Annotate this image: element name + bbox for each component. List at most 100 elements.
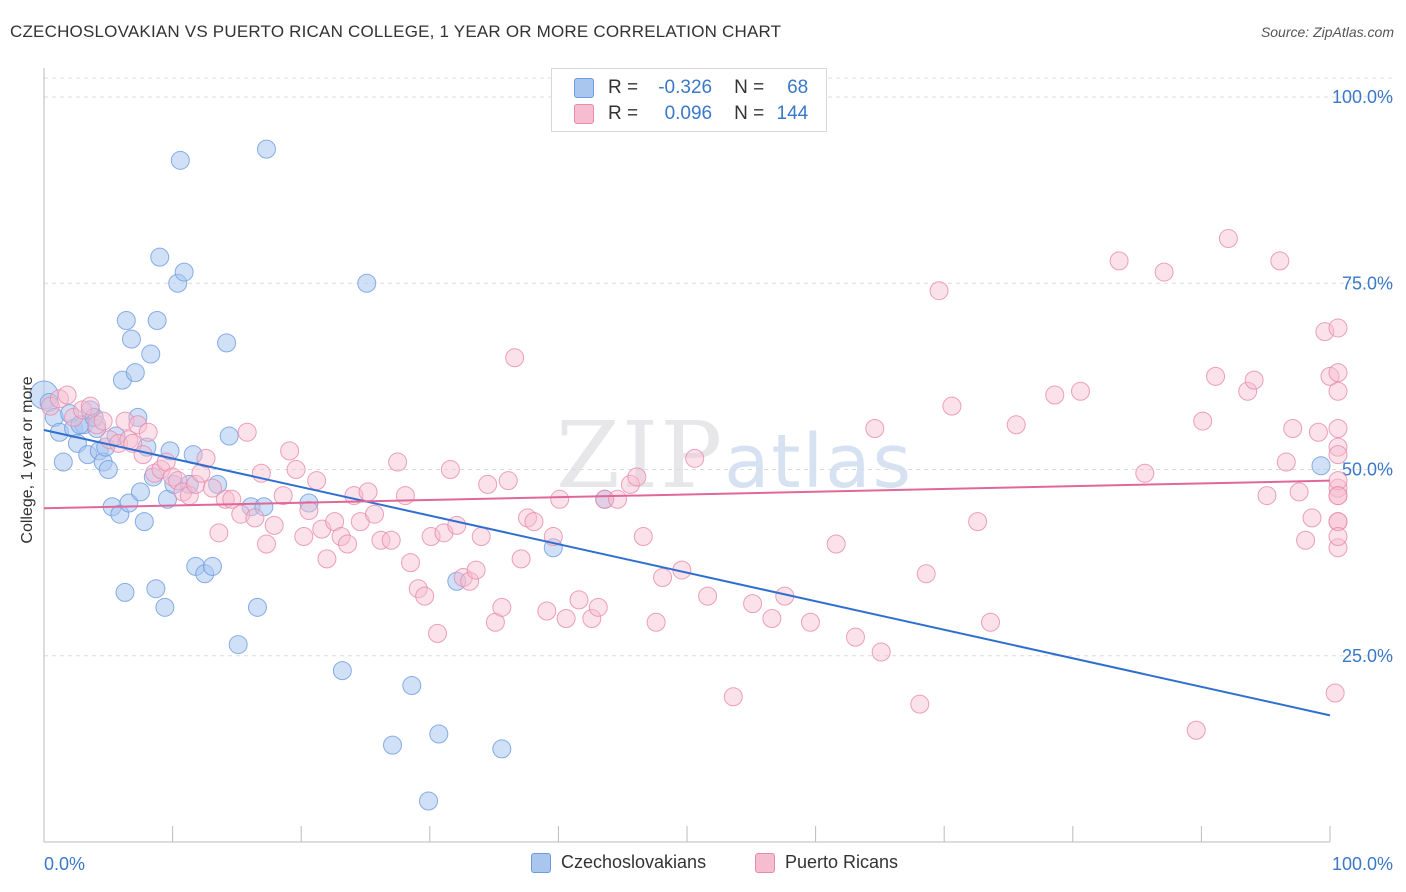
puerto-rican-point [588, 597, 608, 617]
puerto-rican-point [1193, 411, 1213, 431]
puerto-rican-point [871, 642, 891, 662]
czechoslovakian-point [256, 139, 276, 159]
puerto-rican-point [492, 597, 512, 617]
chart-title: CZECHOSLOVAKIAN VS PUERTO RICAN COLLEGE,… [10, 22, 782, 41]
puerto-rican-point [620, 474, 640, 494]
puerto-rican-point [286, 460, 306, 479]
puerto-rican-point [646, 612, 666, 632]
czechoslovakian-point [492, 739, 512, 759]
puerto-rican-point [163, 467, 183, 487]
puerto-rican-point [1244, 370, 1264, 390]
puerto-rican-point [421, 527, 441, 547]
legend-r-value: 0.096 [664, 103, 713, 124]
bottom-legend-czechoslovakians: Czechoslovakians [531, 852, 706, 873]
y-tick-label: 50.0% [1342, 460, 1393, 480]
puerto-rican-point [685, 448, 705, 468]
czechoslovakian-point [119, 493, 139, 513]
puerto-rican-point [1328, 318, 1348, 338]
czechoslovakian-point [247, 597, 267, 617]
source-label: Source: ZipAtlas.com [1260, 24, 1394, 40]
puerto-rican-point [511, 549, 531, 569]
puerto-rican-point [337, 534, 357, 554]
watermark-zip: ZIP [556, 402, 725, 509]
puerto-rican-point [256, 534, 276, 554]
y-tick-label: 75.0% [1342, 273, 1393, 293]
puerto-rican-point [518, 508, 538, 528]
puerto-rican-trend-line [43, 479, 1331, 510]
czechoslovakian-point [98, 460, 118, 479]
puerto-rican-point [1006, 415, 1026, 435]
x-tick-label: 0.0% [44, 854, 85, 874]
puerto-rican-point [1206, 366, 1226, 386]
puerto-rican-point [331, 527, 351, 547]
czechoslovakian-point [115, 582, 135, 602]
puerto-rican-point [168, 471, 188, 491]
puerto-rican-point [471, 527, 491, 547]
puerto-rican-point [209, 523, 229, 543]
legend-n-label: N = [734, 77, 765, 98]
puerto-rican-point [1328, 381, 1348, 401]
puerto-rican-point [460, 571, 480, 591]
legend-n-value: 144 [776, 103, 809, 124]
bottom-legend-label: Puerto Ricans [785, 852, 899, 872]
puerto-rican-point [196, 448, 216, 468]
puerto-rican-point [245, 508, 265, 528]
puerto-rican-point [1045, 385, 1065, 405]
legend-r-value: -0.326 [658, 77, 713, 98]
puerto-rican-point [280, 441, 300, 461]
puerto-rican-point [1328, 527, 1348, 547]
puerto-rican-point [826, 534, 846, 554]
puerto-rican-point [273, 486, 293, 506]
puerto-rican-point [582, 609, 602, 628]
zipatlas-watermark: ZIPatlas [556, 402, 913, 509]
czechoslovakian-point [202, 556, 222, 576]
puerto-rican-point [358, 482, 378, 502]
puerto-rican-point [294, 527, 314, 547]
puerto-rican-point [401, 553, 421, 573]
puerto-rican-point [408, 579, 428, 599]
czechoslovakian-point [146, 579, 166, 599]
puerto-rican-point [743, 594, 763, 614]
puerto-rican-point [395, 486, 415, 506]
czechoslovakian-point [174, 262, 194, 282]
puerto-rican-point [365, 504, 385, 524]
puerto-rican-point [1328, 512, 1348, 532]
puerto-rican-point [138, 422, 158, 442]
y-tick-label: 25.0% [1342, 646, 1393, 666]
puerto-rican-point [916, 564, 936, 584]
czechoslovakian-point [219, 426, 239, 446]
czechoslovakian-point [228, 635, 248, 655]
puerto-rican-point [1071, 381, 1091, 401]
legend-r-label: R = [608, 77, 639, 98]
puerto-rican-point [608, 489, 628, 509]
puerto-rican-point [133, 445, 153, 465]
puerto-rican-point [415, 586, 435, 606]
legend-swatch-czechoslovakians [574, 78, 594, 98]
puerto-rican-point [1109, 251, 1129, 271]
puerto-rican-point [1135, 463, 1155, 483]
puerto-rican-point [428, 623, 448, 643]
czechoslovakian-point [130, 482, 150, 502]
czechoslovakian-point [332, 661, 352, 681]
puerto-rican-point [371, 530, 391, 550]
bottom-legend-puerto-ricans: Puerto Ricans [755, 852, 898, 873]
czechoslovakian-point [141, 344, 161, 364]
legend-n-value: 68 [787, 77, 809, 98]
puerto-rican-point [1328, 478, 1348, 498]
puerto-rican-point [202, 478, 222, 498]
czechoslovakian-point [121, 329, 141, 349]
bottom-legend-swatch-puerto-ricans [755, 852, 775, 873]
puerto-rican-point [723, 687, 743, 707]
puerto-rican-point [1308, 422, 1328, 442]
puerto-rican-point [1238, 381, 1258, 401]
legend-row-puerto-ricans: R = 0.096 N = 144 [574, 102, 808, 126]
puerto-rican-point [115, 411, 135, 431]
puerto-rican-point [440, 460, 460, 479]
puerto-rican-point [537, 601, 557, 621]
puerto-rican-point [93, 411, 113, 431]
puerto-rican-point [1154, 262, 1174, 282]
puerto-rican-point [1296, 530, 1316, 550]
puerto-rican-point [1328, 363, 1348, 383]
legend-r-label: R = [608, 103, 639, 124]
